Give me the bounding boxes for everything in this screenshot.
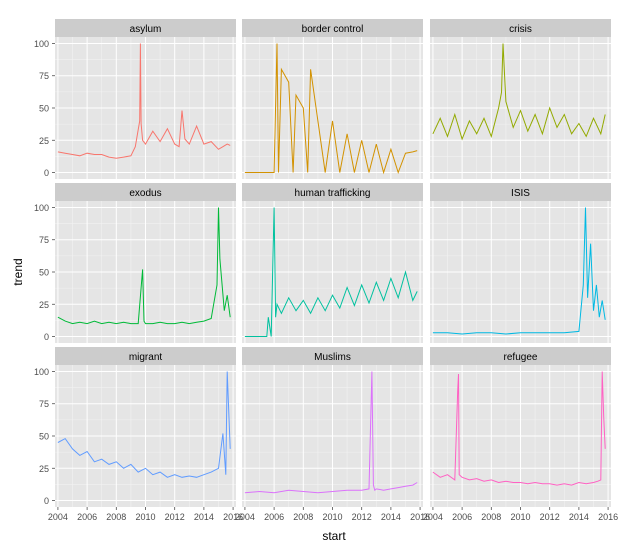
y-tick-label: 25 (39, 136, 49, 146)
series-line (57, 371, 231, 478)
x-tick-label: 2004 (423, 512, 443, 522)
y-tick-label: 25 (39, 464, 49, 474)
x-tick-label: 2008 (481, 512, 501, 522)
facet-strip-label: crisis (509, 24, 532, 35)
x-tick-label: 2016 (410, 512, 430, 522)
x-tick-label: 2012 (352, 512, 372, 522)
x-axis-title: start (322, 529, 346, 543)
y-tick-label: 100 (34, 367, 49, 377)
facet-strip-label: exodus (129, 188, 161, 199)
x-tick-label: 2006 (264, 512, 284, 522)
x-tick-label: 2010 (135, 512, 155, 522)
facet-strip-label: ISIS (511, 188, 530, 199)
x-tick-label: 2016 (223, 512, 243, 522)
facet-strip (430, 19, 611, 37)
y-tick-label: 75 (39, 399, 49, 409)
series-line (432, 43, 606, 141)
x-tick-label: 2008 (293, 512, 313, 522)
y-tick-label: 75 (39, 235, 49, 245)
facet-strip-label: Muslims (314, 352, 351, 363)
series-line (57, 43, 231, 159)
facet-panel-crisis: crisis (430, 19, 611, 179)
y-tick-label: 50 (39, 104, 49, 114)
series-line (244, 43, 418, 175)
y-tick-label: 0 (44, 332, 49, 342)
facet-strip (242, 19, 423, 37)
facet-strip (242, 183, 423, 201)
series-line (57, 207, 231, 325)
x-tick-label: 2010 (322, 512, 342, 522)
facet-strip-label: migrant (129, 352, 163, 363)
facet-panel-muslims: Muslims 2004 2006 2008 2010 2012 2014 2016 (235, 347, 430, 522)
facet-strip-label: asylum (130, 24, 162, 35)
y-tick-label: 100 (34, 203, 49, 213)
series-line (432, 371, 606, 486)
x-tick-label: 2014 (569, 512, 589, 522)
x-tick-label: 2004 (235, 512, 255, 522)
facet-panel-exodus: exodus 0 25 50 75 100 (34, 183, 236, 343)
x-tick-label: 2010 (510, 512, 530, 522)
x-tick-label: 2006 (77, 512, 97, 522)
facet-strip-label: refugee (504, 352, 538, 363)
facet-panel-human-trafficking: human trafficking (242, 183, 423, 343)
series-line (244, 371, 418, 494)
facet-strip (242, 347, 423, 365)
y-tick-label: 0 (44, 168, 49, 178)
facet-strip-label: human trafficking (295, 188, 371, 199)
series-line (244, 207, 418, 337)
y-tick-label: 100 (34, 39, 49, 49)
y-tick-label: 75 (39, 71, 49, 81)
facet-panel-asylum: asylum 0 25 50 75 100 (34, 19, 236, 179)
y-tick-label: 50 (39, 268, 49, 278)
x-tick-label: 2014 (381, 512, 401, 522)
facet-panel-migrant: migrant 0 25 50 75 100 2004 2006 2008 2010 2012 201… (34, 347, 243, 522)
facet-panel-border-control: border control (242, 19, 423, 179)
facet-panel-isis: ISIS (430, 183, 611, 343)
facet-strip (430, 347, 611, 365)
x-tick-label: 2004 (48, 512, 68, 522)
y-tick-label: 50 (39, 432, 49, 442)
y-tick-label: 0 (44, 496, 49, 506)
facet-strip (55, 183, 236, 201)
series-line (432, 207, 606, 335)
y-tick-label: 25 (39, 300, 49, 310)
x-tick-label: 2012 (540, 512, 560, 522)
x-tick-label: 2014 (194, 512, 214, 522)
facet-strip-label: border control (302, 24, 364, 35)
facet-strip (430, 183, 611, 201)
facet-strip (55, 347, 236, 365)
facet-panel-refugee: refugee 2004 2006 2008 2010 2012 2014 2016 (423, 347, 618, 522)
y-axis-title: trend (11, 258, 25, 285)
x-tick-label: 2006 (452, 512, 472, 522)
facet-panels: asylum 0 25 50 75 100 border control crisis exod… (34, 19, 618, 522)
x-tick-label: 2008 (106, 512, 126, 522)
x-tick-label: 2012 (165, 512, 185, 522)
x-tick-label: 2016 (598, 512, 618, 522)
facet-strip (55, 19, 236, 37)
